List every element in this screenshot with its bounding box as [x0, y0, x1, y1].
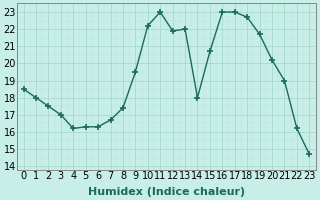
- X-axis label: Humidex (Indice chaleur): Humidex (Indice chaleur): [88, 187, 245, 197]
